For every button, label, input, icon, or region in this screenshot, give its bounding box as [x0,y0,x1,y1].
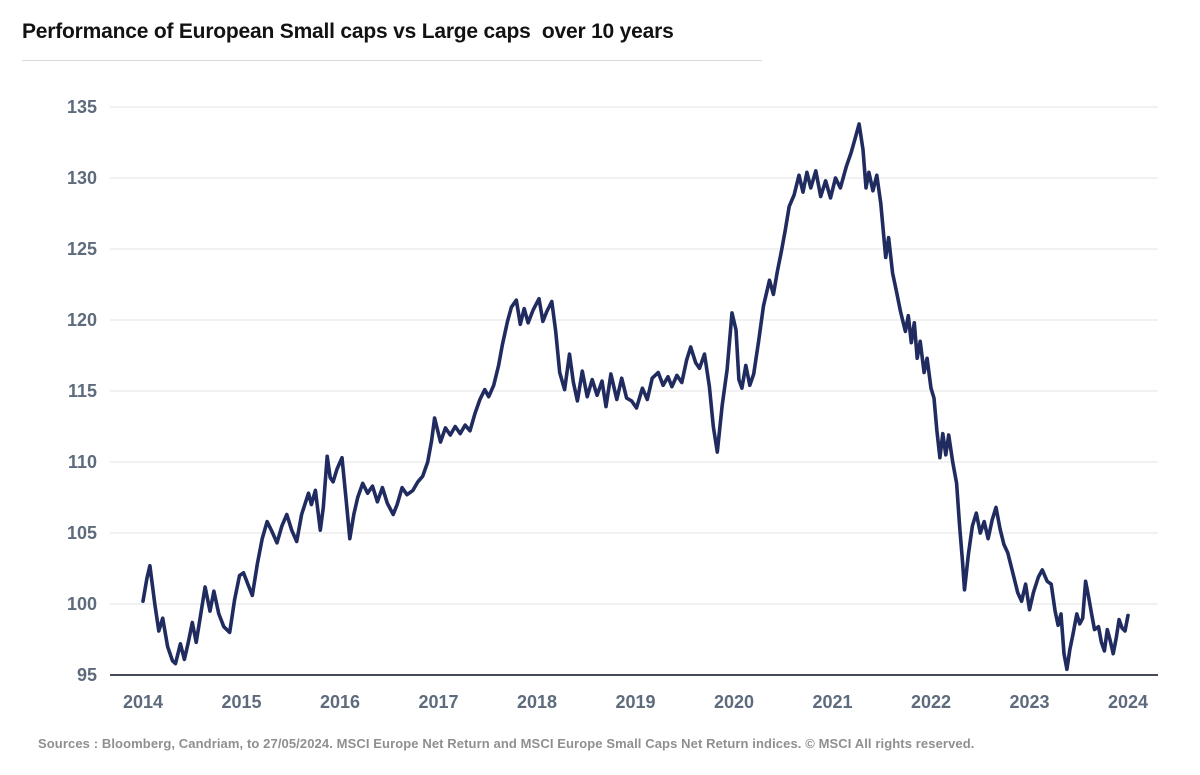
series-line [141,122,1130,672]
y-tick-label: 135 [67,97,97,117]
x-tick-label: 2016 [320,692,360,712]
source-note: Sources : Bloomberg, Candriam, to 27/05/… [38,736,975,751]
title-divider [22,60,762,61]
x-tick-label: 2021 [812,692,852,712]
y-tick-label: 125 [67,239,97,259]
x-tick-label: 2023 [1009,692,1049,712]
y-tick-label: 110 [68,452,97,472]
page-title: Performance of European Small caps vs La… [22,20,674,43]
x-tick-label: 2022 [911,692,951,712]
x-tick-label: 2019 [615,692,655,712]
y-tick-label: 100 [67,594,97,614]
y-tick-label: 105 [67,523,97,543]
x-tick-label: 2024 [1108,692,1148,712]
x-tick-label: 2020 [714,692,754,712]
y-tick-label: 120 [67,310,97,330]
y-tick-label: 130 [67,168,97,188]
y-tick-label: 95 [77,665,97,685]
x-tick-label: 2018 [517,692,557,712]
x-tick-label: 2014 [123,692,163,712]
y-tick-label: 115 [68,381,97,401]
x-tick-label: 2017 [418,692,458,712]
x-tick-label: 2015 [221,692,261,712]
